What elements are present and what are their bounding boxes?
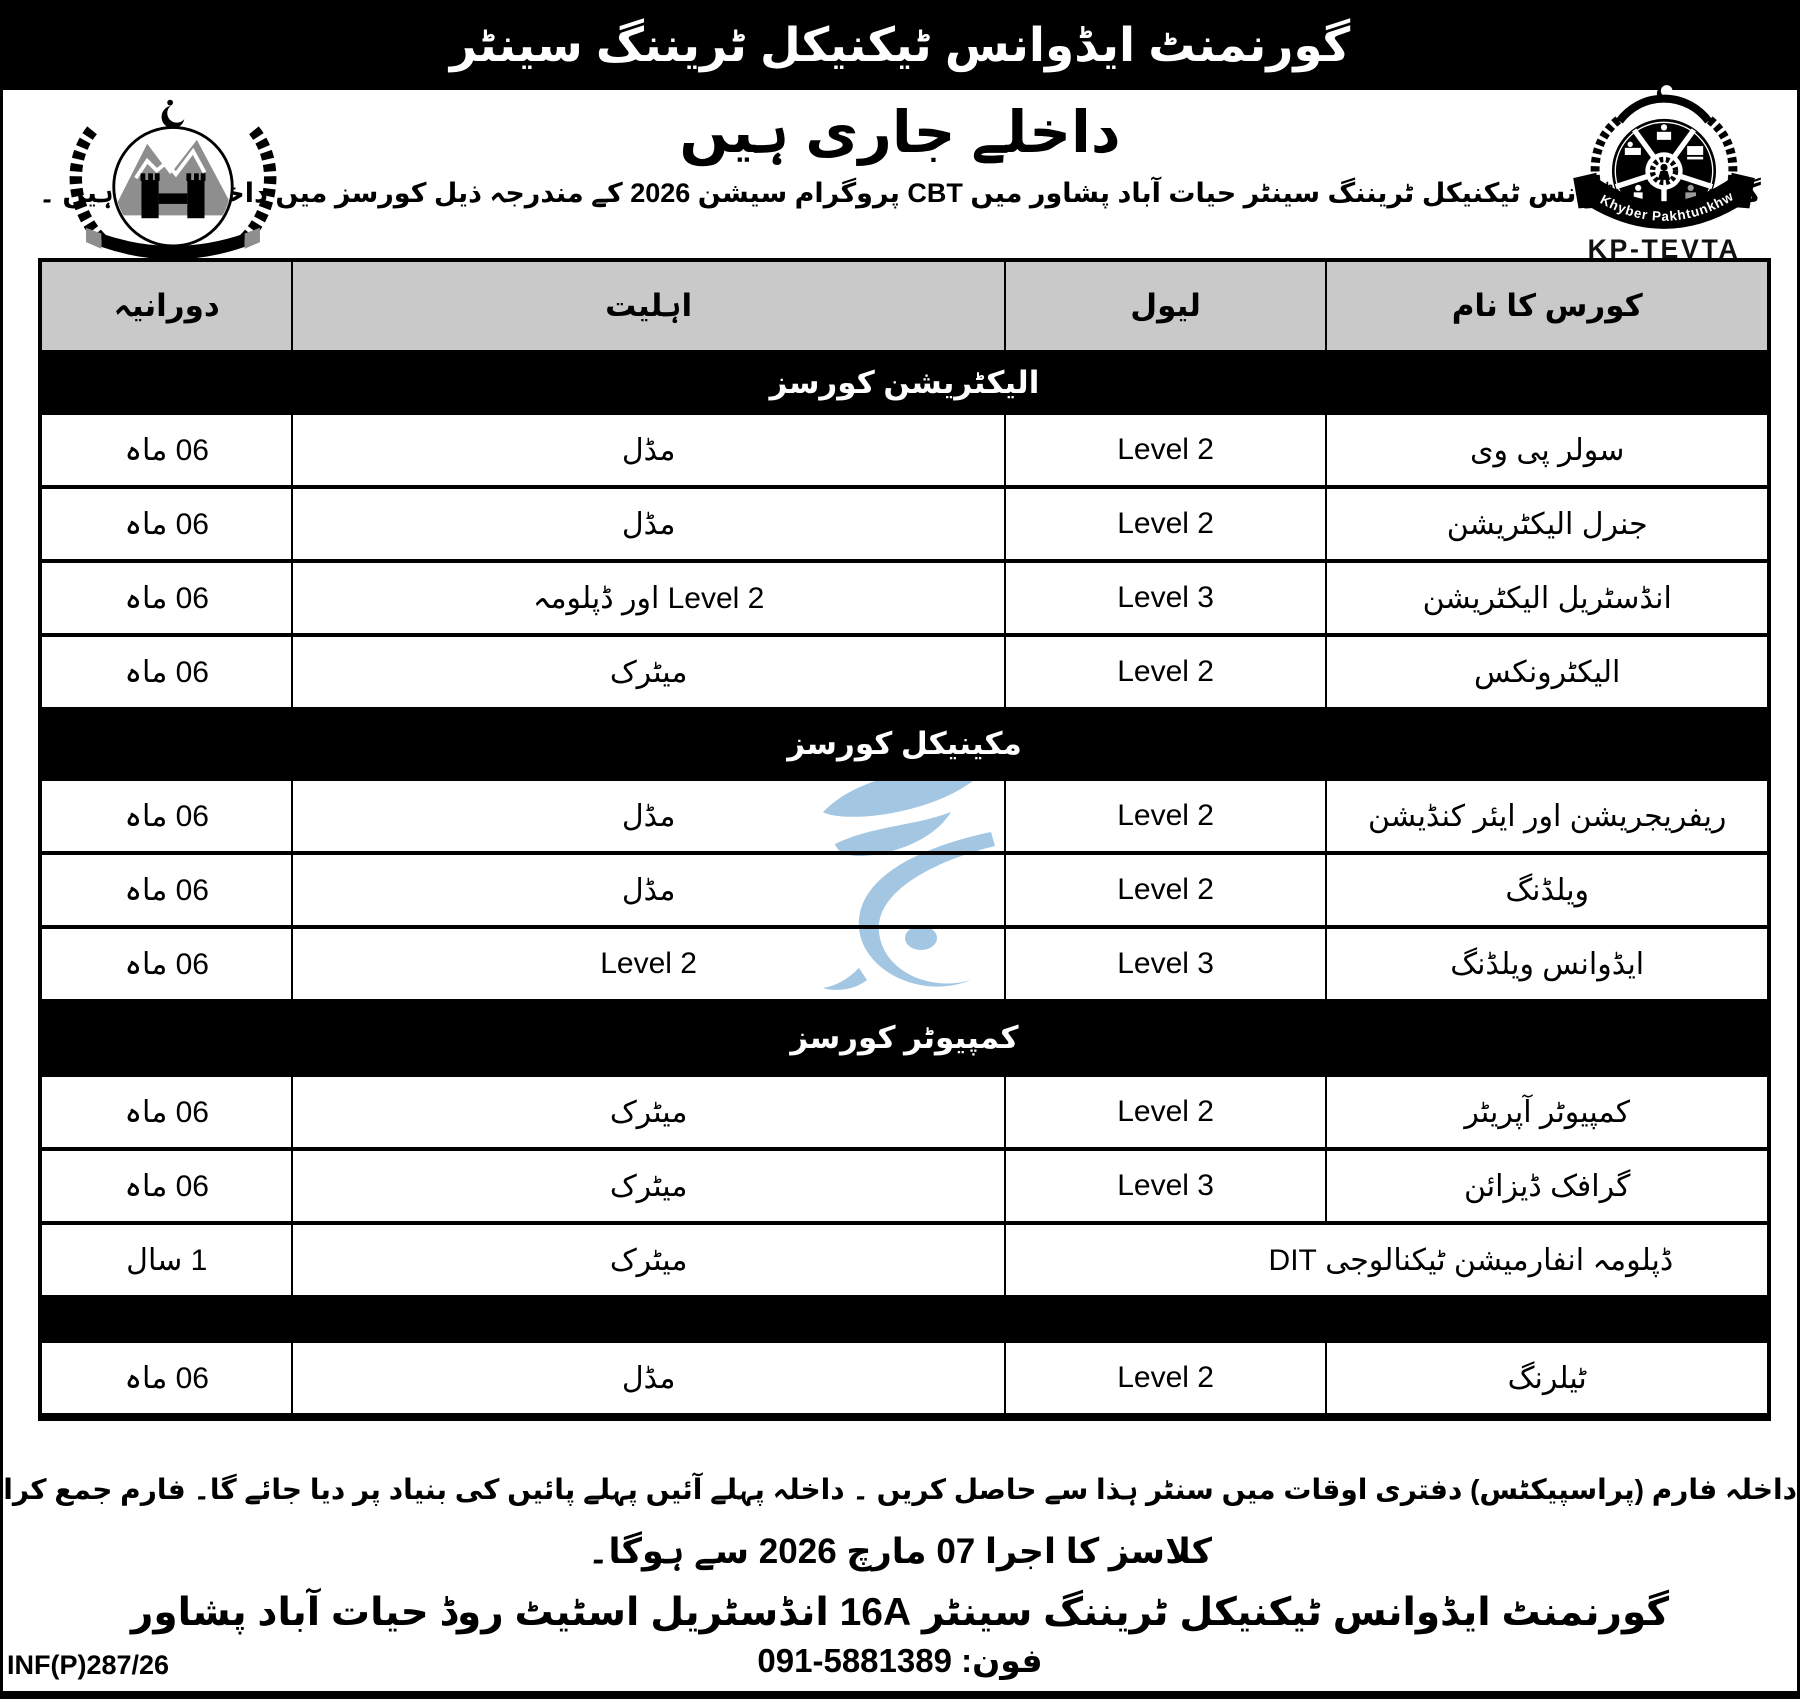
kp-government-emblem-icon — [69, 99, 277, 260]
course-name: ڈپلومہ انفارمیشن ٹیکنالوجی DIT — [1003, 1221, 1771, 1299]
table-row: ویلڈنگ Level 2 مڈل 06 ماہ — [38, 851, 1770, 929]
course-level: Level 2 — [1003, 777, 1328, 855]
center-address: گورنمنٹ ایڈوانس ٹیکنیکل ٹریننگ سینٹر 16A… — [130, 1591, 1670, 1634]
col-header-course: کورس کا نام — [1325, 258, 1770, 354]
institute-title: گورنمنٹ ایڈوانس ٹیکنیکل ٹریننگ سینٹر — [449, 18, 1351, 71]
section-tailoring — [40, 1295, 1769, 1343]
kp-tevta-logo-icon: Khyber Pakhtunkhwa KP-TEVTA — [1553, 82, 1755, 260]
phone-number: 091-5881389 — [757, 1642, 952, 1679]
course-eligibility: Level 2 — [291, 925, 1006, 1003]
courses-table: کورس کا نام لیول اہلیت دورانیہ الیکٹریشن… — [38, 258, 1771, 1421]
course-eligibility: میٹرک — [291, 1221, 1006, 1299]
newspaper-ref-number: INF(P)287/26 — [7, 1650, 170, 1680]
course-name: جنرل الیکٹریشن — [1325, 485, 1770, 563]
phone-line: فون: 091-5881389 — [3, 1641, 1797, 1680]
table-row: سولر پی وی Level 2 مڈل 06 ماہ — [38, 411, 1770, 489]
course-eligibility: مڈل — [291, 1339, 1006, 1419]
course-name: ٹیلرنگ — [1325, 1339, 1770, 1419]
course-duration: 06 ماہ — [38, 1339, 294, 1419]
course-name: کمپیوٹر آپریٹر — [1325, 1073, 1770, 1151]
course-eligibility: Level 2 اور ڈپلومہ — [291, 559, 1006, 637]
table-row: گرافک ڈیزائن Level 3 میٹرک 06 ماہ — [38, 1147, 1770, 1225]
course-name: الیکٹرونکس — [1325, 633, 1770, 711]
section-mechanical: مکینیکل کورسز — [40, 707, 1769, 781]
course-duration: 06 ماہ — [38, 559, 294, 637]
table-row: الیکٹرونکس Level 2 میٹرک 06 ماہ — [38, 633, 1770, 711]
ad-title-bar: گورنمنٹ ایڈوانس ٹیکنیکل ٹریننگ سینٹر — [3, 0, 1797, 90]
course-eligibility: میٹرک — [291, 1073, 1006, 1151]
course-level: Level 2 — [1003, 485, 1328, 563]
section-electrician: الیکٹریشن کورسز — [40, 350, 1769, 415]
course-eligibility: مڈل — [291, 485, 1006, 563]
course-duration: 06 ماہ — [38, 777, 294, 855]
course-eligibility: مڈل — [291, 777, 1006, 855]
course-duration: 1 سال — [38, 1221, 294, 1299]
table-row: جنرل الیکٹریشن Level 2 مڈل 06 ماہ — [38, 485, 1770, 563]
logo-caption: KP-TEVTA — [1588, 234, 1741, 260]
section-computer: کمپیوٹر کورسز — [40, 999, 1769, 1077]
admission-note: داخلہ فارم (پراسپیکٹس) دفتری اوقات میں س… — [3, 1474, 1797, 1505]
course-duration: 06 ماہ — [38, 1147, 294, 1225]
course-name: انڈسٹریل الیکٹریشن — [1325, 559, 1770, 637]
admissions-heading: داخلے جاری ہیں — [679, 100, 1121, 165]
col-header-eligibility: اہلیت — [291, 258, 1006, 354]
ad-header: Khyber Pakhtunkhwa KP-TEVTA داخلے جاری ہ… — [3, 82, 1797, 260]
col-header-duration: دورانیہ — [38, 258, 294, 354]
course-name: گرافک ڈیزائن — [1325, 1147, 1770, 1225]
table-row: انڈسٹریل الیکٹریشن Level 3 Level 2 اور ڈ… — [38, 559, 1770, 637]
table-row: ٹیلرنگ Level 2 مڈل 06 ماہ — [38, 1339, 1770, 1419]
course-eligibility: میٹرک — [291, 1147, 1006, 1225]
course-duration: 06 ماہ — [38, 851, 294, 929]
course-duration: 06 ماہ — [38, 633, 294, 711]
table-row: ڈپلومہ انفارمیشن ٹیکنالوجی DIT میٹرک 1 س… — [38, 1221, 1771, 1299]
course-duration: 06 ماہ — [38, 1073, 294, 1151]
course-level: Level 3 — [1003, 1147, 1328, 1225]
course-eligibility: مڈل — [291, 851, 1006, 929]
col-header-level: لیول — [1003, 258, 1328, 354]
course-level: Level 2 — [1003, 851, 1328, 929]
table-header-row: کورس کا نام لیول اہلیت دورانیہ — [38, 258, 1770, 354]
classes-start-note: کلاسز کا اجرا 07 مارچ 2026 سے ہوگا۔ — [587, 1532, 1213, 1571]
course-eligibility: مڈل — [291, 411, 1006, 489]
course-duration: 06 ماہ — [38, 411, 294, 489]
course-duration: 06 ماہ — [38, 925, 294, 1003]
course-level: Level 2 — [1003, 1073, 1328, 1151]
phone-label: فون: — [961, 1642, 1043, 1679]
course-eligibility: میٹرک — [291, 633, 1006, 711]
course-name: سولر پی وی — [1325, 411, 1770, 489]
course-name: ویلڈنگ — [1325, 851, 1770, 929]
course-level: Level 3 — [1003, 925, 1328, 1003]
course-duration: 06 ماہ — [38, 485, 294, 563]
course-name: ایڈوانس ویلڈنگ — [1325, 925, 1770, 1003]
course-level: Level 2 — [1003, 633, 1328, 711]
course-level: Level 3 — [1003, 559, 1328, 637]
table-row: ایڈوانس ویلڈنگ Level 3 Level 2 06 ماہ — [38, 925, 1770, 1003]
fort-icon — [140, 173, 206, 219]
course-name: ریفریجریشن اور ایئر کنڈیشن — [1325, 777, 1770, 855]
table-row: کمپیوٹر آپریٹر Level 2 میٹرک 06 ماہ — [38, 1073, 1770, 1151]
course-level: Level 2 — [1003, 411, 1328, 489]
course-level: Level 2 — [1003, 1339, 1328, 1419]
table-row: ریفریجریشن اور ایئر کنڈیشن Level 2 مڈل 0… — [38, 777, 1770, 855]
